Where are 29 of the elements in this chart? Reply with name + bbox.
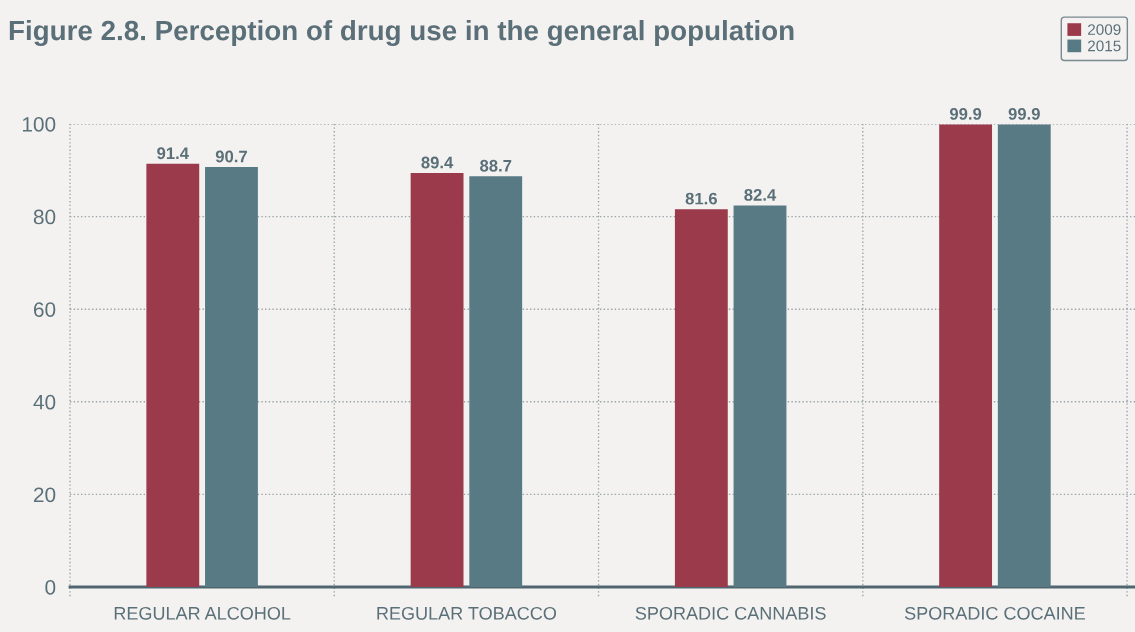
x-tick-label: SPORADIC CANNABIS xyxy=(635,606,826,620)
bar xyxy=(410,173,464,587)
data-label: 89.4 xyxy=(421,156,454,169)
data-label: 82.4 xyxy=(744,189,777,201)
bar xyxy=(469,176,523,587)
bar xyxy=(997,124,1051,587)
x-tick-label: REGULAR TOBACCO xyxy=(377,606,557,620)
legend-label: 2009 xyxy=(1088,24,1121,35)
data-label: 91.4 xyxy=(157,147,189,160)
bar xyxy=(146,163,200,587)
y-tick-label: 60 xyxy=(34,302,56,317)
x-tick-label: SPORADIC COCAINE xyxy=(904,606,1085,620)
y-tick-label: 20 xyxy=(33,487,56,503)
y-tick-label: 80 xyxy=(33,209,56,225)
data-label: 81.6 xyxy=(685,192,717,205)
bar xyxy=(205,167,258,587)
chart-title: Figure 2.8. Perception of drug use in the general population xyxy=(9,19,794,47)
data-label: 90.7 xyxy=(215,150,247,163)
y-tick-label: 40 xyxy=(33,394,56,410)
y-tick-label: 100 xyxy=(22,117,56,132)
bar xyxy=(674,209,728,587)
bar xyxy=(939,124,993,587)
x-tick-label: REGULAR ALCOHOL xyxy=(114,606,291,620)
data-label: 99.9 xyxy=(1008,107,1040,120)
data-label: 99.9 xyxy=(949,107,982,120)
y-tick-label: 0 xyxy=(45,580,56,595)
bar xyxy=(733,205,787,587)
data-label: 88.7 xyxy=(480,159,512,172)
legend-label: 2015 xyxy=(1088,40,1121,52)
